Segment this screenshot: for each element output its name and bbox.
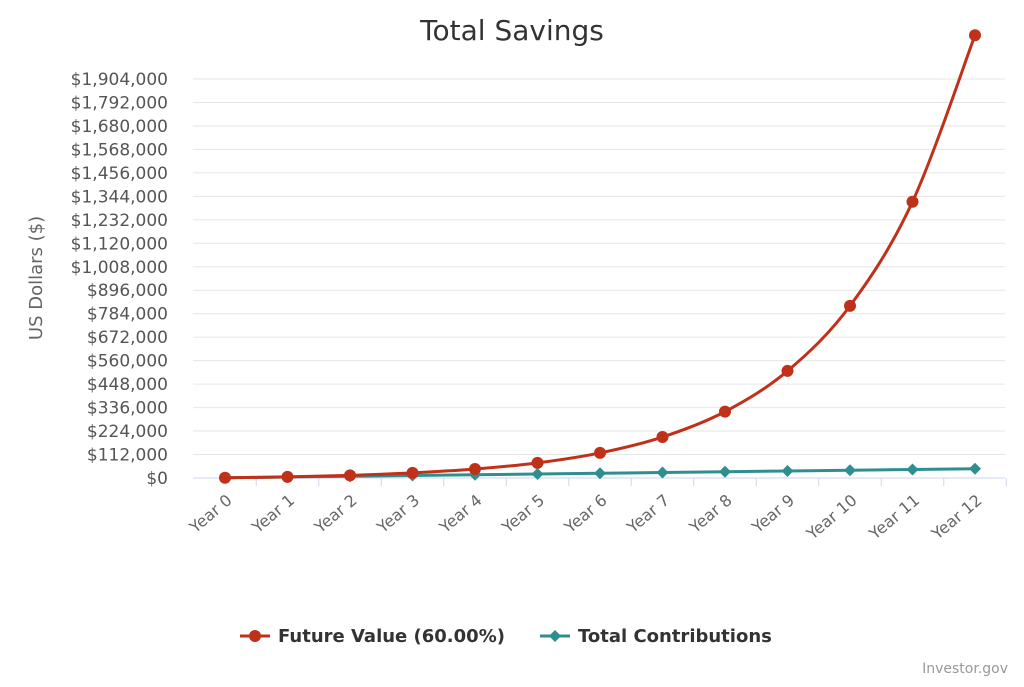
data-point[interactable] xyxy=(719,465,731,478)
data-point[interactable] xyxy=(969,462,981,475)
series-0 xyxy=(219,29,981,484)
x-tick-label: Year 12 xyxy=(927,491,985,544)
x-tick-label: Year 1 xyxy=(247,491,298,538)
data-point[interactable] xyxy=(594,467,606,480)
y-axis-title: US Dollars ($) xyxy=(26,216,47,340)
data-point[interactable] xyxy=(844,299,856,312)
data-point[interactable] xyxy=(656,466,669,479)
y-tick-label: $1,904,000 xyxy=(71,70,168,90)
data-point[interactable] xyxy=(656,431,669,444)
y-axis-ticks: $0 $112,000 $224,000 $336,000 $448,000 $560,0… xyxy=(71,70,168,489)
data-point[interactable] xyxy=(906,463,919,476)
y-tick-label: $672,000 xyxy=(87,328,168,348)
y-tick-label: $896,000 xyxy=(87,281,168,301)
y-tick-label: $1,792,000 xyxy=(71,93,168,113)
legend-item[interactable]: Future Value (60.00%) xyxy=(240,626,505,647)
y-tick-label: $1,008,000 xyxy=(71,258,168,278)
series-1 xyxy=(219,462,981,484)
x-tick-label: Year 0 xyxy=(185,491,236,538)
series xyxy=(219,29,981,484)
data-point[interactable] xyxy=(781,364,794,377)
x-tick-label: Year 4 xyxy=(435,491,486,538)
y-tick-label: $1,344,000 xyxy=(71,187,168,207)
data-point[interactable] xyxy=(781,465,794,478)
credit-text[interactable]: Investor.gov xyxy=(922,661,1008,677)
data-point[interactable] xyxy=(281,470,294,483)
y-tick-label: $112,000 xyxy=(87,446,168,466)
x-tick-label: Year 10 xyxy=(802,491,860,544)
x-tick-label: Year 11 xyxy=(865,491,923,544)
y-tick-label: $784,000 xyxy=(87,305,168,325)
y-tick-label: $1,120,000 xyxy=(71,234,168,254)
x-tick-label: Year 2 xyxy=(310,491,361,538)
x-axis-ticks: Year 0 Year 1 Year 2 Year 3 Year 4 Year 5 Year… xyxy=(185,478,1007,544)
y-tick-label: $1,680,000 xyxy=(71,117,168,137)
y-tick-label: $448,000 xyxy=(87,375,168,395)
y-tick-label: $1,456,000 xyxy=(71,164,168,184)
y-tick-label: $0 xyxy=(146,469,168,489)
x-tick-label: Year 3 xyxy=(372,491,423,538)
data-point[interactable] xyxy=(406,466,419,479)
x-tick-label: Year 6 xyxy=(560,491,611,538)
y-tick-label: $224,000 xyxy=(87,422,168,442)
legend-label: Future Value (60.00%) xyxy=(278,626,505,647)
legend-marker xyxy=(249,630,261,642)
x-tick-label: Year 8 xyxy=(685,491,736,538)
legend[interactable]: Future Value (60.00%) Total Contributions xyxy=(240,626,772,647)
y-tick-label: $1,232,000 xyxy=(71,211,168,231)
data-point[interactable] xyxy=(219,471,231,484)
data-point[interactable] xyxy=(344,469,356,482)
y-tick-label: $1,568,000 xyxy=(71,140,168,160)
x-tick-label: Year 9 xyxy=(747,491,798,538)
data-point[interactable] xyxy=(594,446,606,459)
data-point[interactable] xyxy=(906,195,919,208)
grid xyxy=(193,78,1005,479)
legend-marker xyxy=(549,630,561,642)
legend-label: Total Contributions xyxy=(578,626,772,647)
x-tick-label: Year 7 xyxy=(622,491,673,538)
data-point[interactable] xyxy=(531,468,544,481)
y-tick-label: $336,000 xyxy=(87,399,168,419)
data-point[interactable] xyxy=(469,463,481,476)
data-point[interactable] xyxy=(844,464,856,477)
x-tick-label: Year 5 xyxy=(497,491,548,538)
series-line xyxy=(224,34,977,480)
y-tick-label: $560,000 xyxy=(87,352,168,372)
legend-item[interactable]: Total Contributions xyxy=(540,626,772,647)
data-point[interactable] xyxy=(719,405,731,418)
chart-title: Total Savings xyxy=(419,14,604,47)
data-point[interactable] xyxy=(531,456,544,469)
data-point[interactable] xyxy=(969,29,981,42)
